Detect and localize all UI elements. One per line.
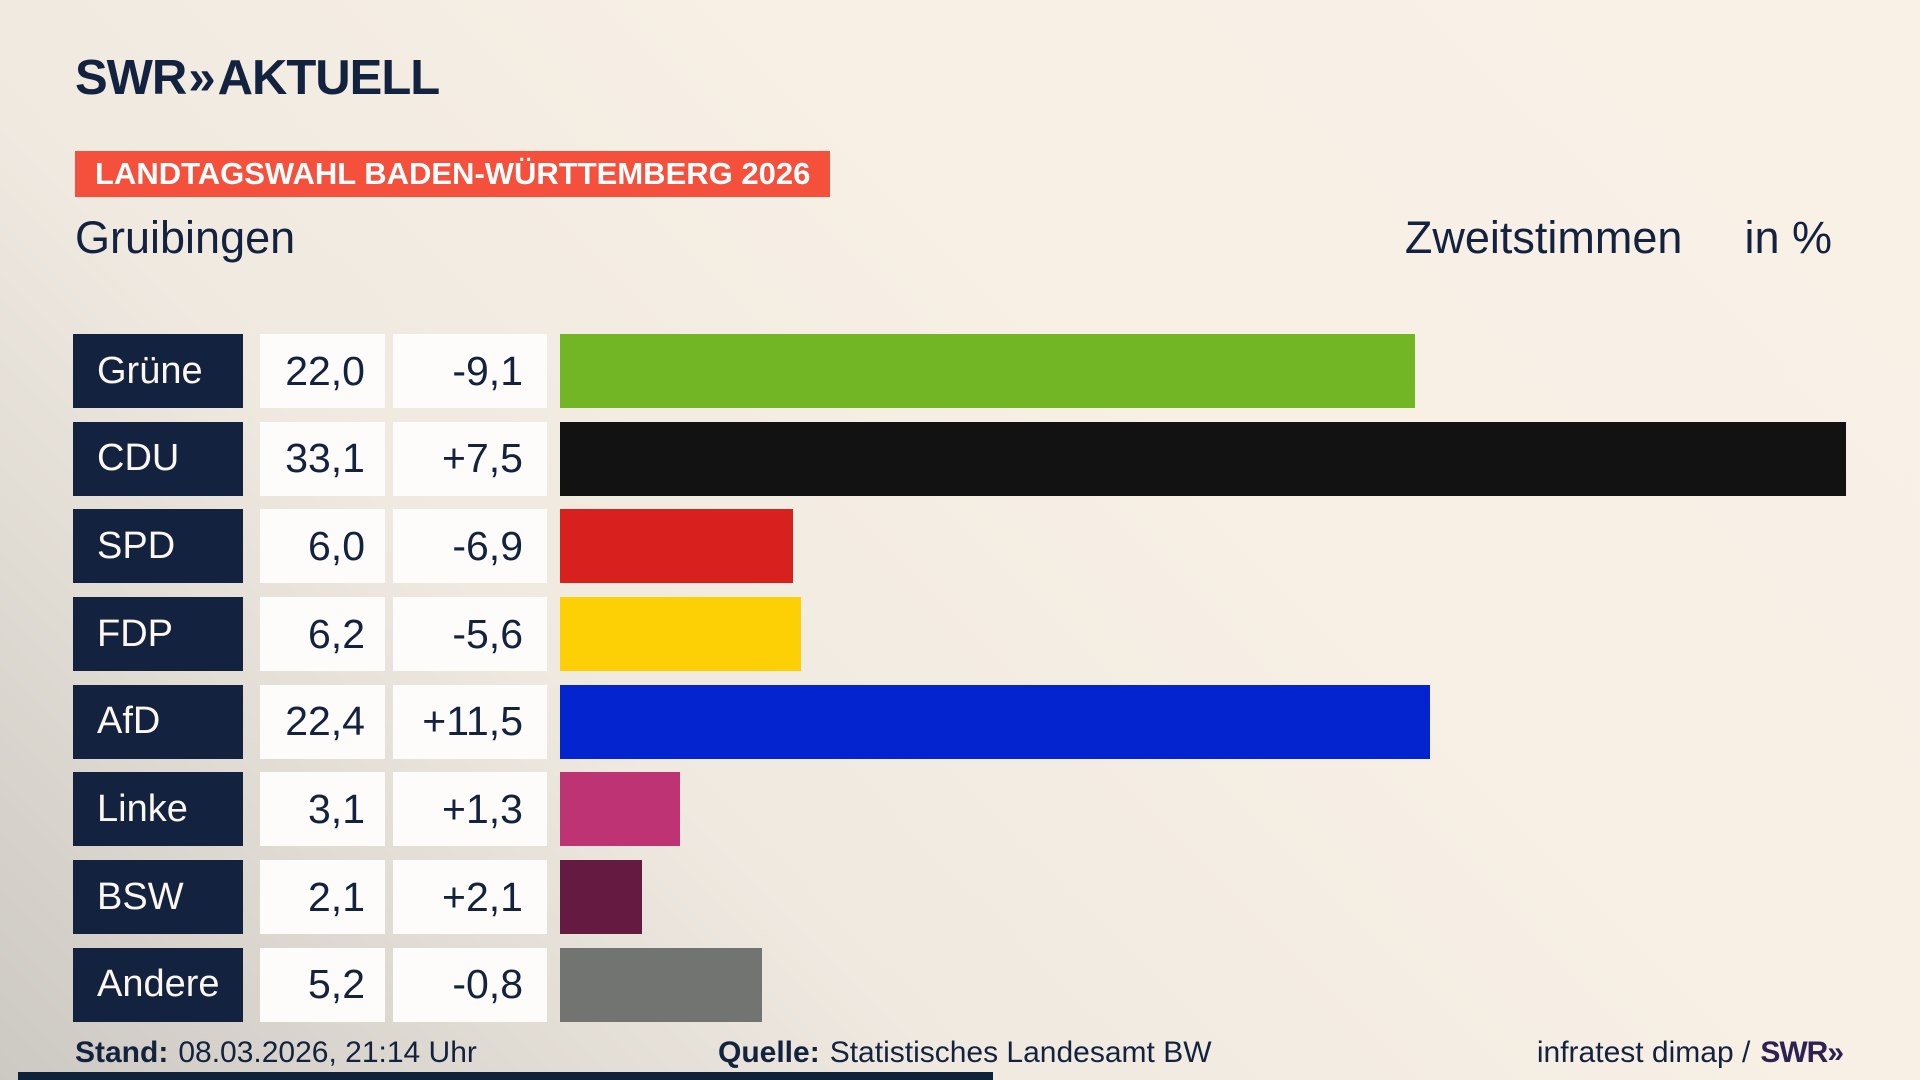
party-label-cell: FDP bbox=[73, 597, 243, 672]
change-cell: +7,5 bbox=[393, 421, 547, 496]
bar-track bbox=[560, 947, 1920, 1022]
change-cell: +2,1 bbox=[393, 860, 547, 935]
result-bar bbox=[560, 509, 794, 584]
result-bar bbox=[560, 684, 1431, 759]
swr-logo-chevrons-icon: » bbox=[188, 51, 215, 105]
value-cell: 2,1 bbox=[260, 860, 385, 935]
municipality-title: Gruibingen bbox=[75, 212, 296, 263]
party-row: Andere 5,2 -0,8 bbox=[0, 947, 1920, 1022]
value-cell: 22,4 bbox=[260, 684, 385, 759]
bar-track bbox=[560, 684, 1920, 759]
change-cell: -5,6 bbox=[393, 597, 547, 672]
party-label-cell: BSW bbox=[73, 860, 243, 935]
source-info: Quelle: Statistisches Landesamt BW bbox=[718, 1036, 1212, 1070]
aktuell-wordmark: AKTUELL bbox=[217, 51, 441, 105]
value-cell: 6,0 bbox=[260, 509, 385, 584]
vote-type-label: Zweitstimmen bbox=[1404, 212, 1683, 263]
party-row: Grüne 22,0 -9,1 bbox=[0, 334, 1920, 408]
source-value: Statistisches Landesamt BW bbox=[829, 1036, 1212, 1069]
value-cell: 22,0 bbox=[260, 334, 385, 408]
value-cell: 33,1 bbox=[260, 421, 385, 496]
credit-swr-chevrons-icon: » bbox=[1827, 1036, 1844, 1069]
party-row: AfD 22,4 +11,5 bbox=[0, 684, 1920, 759]
value-cell: 3,1 bbox=[260, 772, 385, 847]
party-row: Linke 3,1 +1,3 bbox=[0, 772, 1920, 847]
result-bar bbox=[560, 860, 642, 935]
credit-swr-logo: SWR» bbox=[1760, 1036, 1844, 1069]
election-banner: LANDTAGSWAHL BADEN-WÜRTTEMBERG 2026 bbox=[75, 151, 831, 197]
party-label-cell: Linke bbox=[73, 772, 243, 847]
change-cell: -0,8 bbox=[393, 947, 547, 1022]
credit-swr-wordmark: SWR bbox=[1760, 1036, 1828, 1069]
stand-value: 08.03.2026, 21:14 Uhr bbox=[178, 1036, 477, 1069]
source-label: Quelle: bbox=[718, 1036, 820, 1069]
party-row: FDP 6,2 -5,6 bbox=[0, 597, 1920, 672]
party-label-cell: SPD bbox=[73, 509, 243, 584]
bar-track bbox=[560, 334, 1920, 408]
ticker-strip bbox=[18, 1072, 993, 1080]
bar-track bbox=[560, 509, 1920, 584]
party-label-cell: CDU bbox=[73, 421, 243, 496]
bar-track bbox=[560, 860, 1920, 935]
result-bar bbox=[560, 421, 1847, 496]
unit-label: in % bbox=[1744, 212, 1832, 263]
bar-track bbox=[560, 772, 1920, 847]
stand-label: Stand: bbox=[75, 1036, 169, 1069]
change-cell: -6,9 bbox=[393, 509, 547, 584]
party-label-cell: Grüne bbox=[73, 334, 243, 408]
credit-text: infratest dimap / bbox=[1536, 1036, 1751, 1069]
party-label-cell: AfD bbox=[73, 684, 243, 759]
value-cell: 5,2 bbox=[260, 947, 385, 1022]
result-bar bbox=[560, 947, 763, 1022]
change-cell: +11,5 bbox=[393, 684, 547, 759]
bar-track bbox=[560, 421, 1920, 496]
swr-aktuell-logo: SWR» AKTUELL bbox=[75, 50, 441, 106]
result-bar bbox=[560, 772, 681, 847]
vote-type-header: Zweitstimmen in % bbox=[1405, 212, 1832, 264]
party-row: BSW 2,1 +2,1 bbox=[0, 860, 1920, 935]
change-cell: -9,1 bbox=[393, 334, 547, 408]
chart-rows: Grüne 22,0 -9,1 CDU 33,1 +7,5 SPD 6,0 -6… bbox=[0, 334, 1920, 1022]
change-cell: +1,3 bbox=[393, 772, 547, 847]
bar-track bbox=[560, 597, 1920, 672]
party-row: CDU 33,1 +7,5 bbox=[0, 421, 1920, 496]
swr-wordmark: SWR bbox=[75, 51, 187, 105]
party-row: SPD 6,0 -6,9 bbox=[0, 509, 1920, 584]
result-bar bbox=[560, 334, 1415, 408]
result-bar bbox=[560, 597, 801, 672]
credit-info: infratest dimap / SWR» bbox=[1536, 1036, 1844, 1070]
value-cell: 6,2 bbox=[260, 597, 385, 672]
party-label-cell: Andere bbox=[73, 947, 243, 1022]
stand-info: Stand: 08.03.2026, 21:14 Uhr bbox=[75, 1036, 477, 1070]
